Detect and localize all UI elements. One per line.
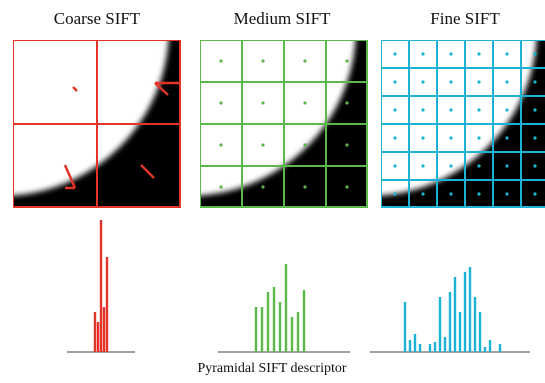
gradient-dot	[505, 108, 508, 111]
histogram-bar	[414, 334, 416, 352]
gradient-dot	[533, 108, 536, 111]
gradient-dot	[477, 164, 480, 167]
gradient-dot	[261, 101, 264, 104]
histogram-bar	[106, 257, 108, 352]
gradient-dot	[303, 101, 306, 104]
histogram-bar	[97, 322, 99, 352]
histogram-bar	[303, 290, 305, 352]
gradient-dot	[449, 192, 452, 195]
gradient-dot	[477, 52, 480, 55]
gradient-dot	[219, 185, 222, 188]
histogram-bar	[434, 342, 436, 352]
gradient-dot	[393, 52, 396, 55]
gradient-dot	[393, 164, 396, 167]
figure: Pyramidal SIFT descriptor Coarse SIFT Med…	[0, 0, 545, 383]
gradient-dot	[303, 185, 306, 188]
gradient-dot	[345, 101, 348, 104]
gradient-dot	[533, 192, 536, 195]
gradient-dot	[477, 136, 480, 139]
gradient-dot	[421, 192, 424, 195]
gradient-dot	[219, 101, 222, 104]
gradient-dot	[505, 192, 508, 195]
gradient-dot	[345, 185, 348, 188]
histogram-bar	[94, 312, 96, 352]
gradient-dot	[505, 164, 508, 167]
gradient-dot	[477, 108, 480, 111]
panel-title: Medium SIFT	[234, 9, 331, 28]
gradient-dot	[303, 59, 306, 62]
gradient-dot	[261, 143, 264, 146]
gradient-dot	[421, 136, 424, 139]
histogram-bar	[489, 340, 491, 352]
gradient-dot	[449, 108, 452, 111]
gradient-dot	[393, 80, 396, 83]
gradient-dot	[421, 52, 424, 55]
gradient-dot	[303, 143, 306, 146]
gradient-dot	[505, 52, 508, 55]
histogram-bar	[479, 312, 481, 352]
histogram-bar	[459, 312, 461, 352]
gradient-dot	[219, 143, 222, 146]
panel-title: Fine SIFT	[430, 9, 500, 28]
panel-title: Coarse SIFT	[54, 9, 141, 28]
gradient-dot	[219, 59, 222, 62]
caption: Pyramidal SIFT descriptor	[197, 361, 346, 376]
histogram-bar	[439, 297, 441, 352]
histogram-bar	[474, 297, 476, 352]
histogram-bar	[469, 267, 471, 352]
gradient-dot	[421, 108, 424, 111]
gradient-dot	[505, 136, 508, 139]
image	[0, 0, 181, 208]
histogram-bar	[484, 347, 486, 352]
histogram-bar	[464, 272, 466, 352]
gradient-dot	[393, 136, 396, 139]
histogram-bar	[297, 312, 299, 352]
histogram-bar	[499, 344, 501, 352]
gradient-dot	[449, 136, 452, 139]
gradient-dot	[261, 185, 264, 188]
histogram-bar	[291, 317, 293, 352]
gradient-dot	[421, 164, 424, 167]
gradient-dot	[421, 80, 424, 83]
histogram-bar	[279, 302, 281, 352]
histogram-bar	[285, 264, 287, 352]
gradient-dot	[505, 80, 508, 83]
gradient-dot	[533, 136, 536, 139]
gradient-dot	[477, 192, 480, 195]
gradient-dot	[533, 80, 536, 83]
gradient-dot	[533, 164, 536, 167]
histogram-bar	[419, 344, 421, 352]
histogram-bar	[449, 292, 451, 352]
gradient-dot	[393, 108, 396, 111]
histogram-bar	[429, 344, 431, 352]
histogram-bar	[267, 292, 269, 352]
histogram-bar	[444, 337, 446, 352]
gradient-dot	[449, 80, 452, 83]
gradient-dot	[449, 52, 452, 55]
histogram-bar	[103, 307, 105, 352]
gradient-dot	[449, 164, 452, 167]
histogram-bar	[255, 307, 257, 352]
histogram-bar	[261, 307, 263, 352]
gradient-dot	[393, 192, 396, 195]
gradient-dot	[533, 52, 536, 55]
histogram-bar	[404, 302, 406, 352]
histogram-bar	[100, 220, 102, 352]
histogram-bar	[273, 287, 275, 352]
gradient-dot	[477, 80, 480, 83]
histogram-bar	[409, 340, 411, 352]
gradient-dot	[345, 143, 348, 146]
histogram-bar	[454, 277, 456, 352]
gradient-dot	[345, 59, 348, 62]
gradient-dot	[261, 59, 264, 62]
